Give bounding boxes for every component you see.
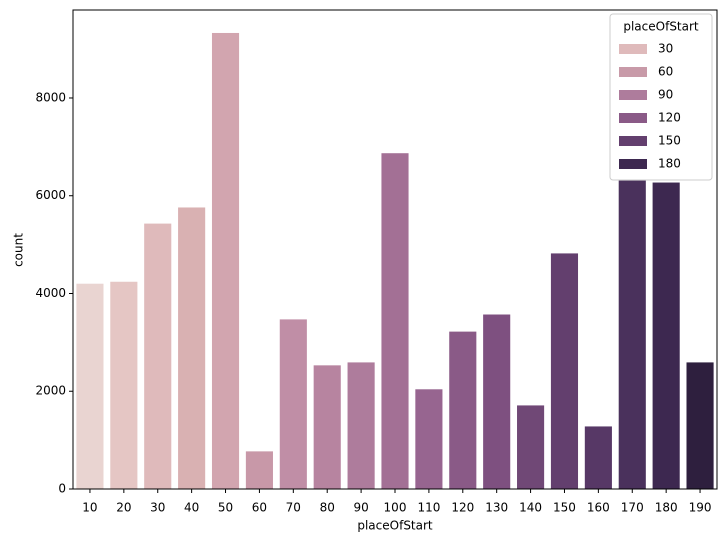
- bar: [211, 32, 240, 490]
- bar: [110, 281, 138, 489]
- legend-swatch: [619, 113, 647, 123]
- bar: [381, 153, 409, 489]
- x-tick-label: 80: [320, 501, 335, 515]
- bar: [144, 223, 172, 489]
- legend-title: placeOfStart: [623, 20, 699, 34]
- bar: [517, 405, 545, 489]
- y-tick-label: 4000: [35, 286, 66, 300]
- bar: [483, 314, 511, 489]
- y-tick-label: 2000: [35, 384, 66, 398]
- y-tick-label: 0: [58, 482, 66, 496]
- x-tick-label: 40: [184, 501, 199, 515]
- x-tick-label: 150: [553, 501, 576, 515]
- x-axis-label: placeOfStart: [357, 519, 433, 533]
- x-tick-label: 20: [116, 501, 131, 515]
- x-tick-label: 70: [286, 501, 301, 515]
- x-tick-label: 130: [485, 501, 508, 515]
- bar: [415, 389, 443, 489]
- x-tick-label: 140: [519, 501, 542, 515]
- bar: [245, 451, 273, 489]
- x-tick-label: 110: [417, 501, 440, 515]
- legend-label: 120: [658, 111, 681, 125]
- bar: [347, 362, 375, 489]
- y-tick-label: 8000: [35, 90, 66, 104]
- x-tick-label: 170: [621, 501, 644, 515]
- legend-label: 180: [658, 157, 681, 171]
- x-tick-label: 160: [587, 501, 610, 515]
- bar: [652, 182, 680, 489]
- bar: [550, 253, 579, 489]
- y-tick-label: 6000: [35, 188, 66, 202]
- bar: [686, 362, 714, 489]
- y-axis-label: count: [12, 233, 26, 267]
- x-tick-label: 50: [218, 501, 233, 515]
- legend-swatch: [619, 136, 647, 146]
- legend-swatch: [619, 44, 647, 54]
- x-tick-label: 60: [252, 501, 267, 515]
- x-tick-label: 100: [384, 501, 407, 515]
- legend-label: 30: [658, 42, 673, 56]
- bar: [618, 180, 646, 490]
- x-tick-label: 190: [689, 501, 712, 515]
- x-tick-label: 90: [353, 501, 368, 515]
- bar: [178, 207, 206, 489]
- legend-label: 90: [658, 88, 673, 102]
- bar: [313, 365, 341, 489]
- bar: [76, 283, 104, 489]
- x-tick-label: 180: [655, 501, 678, 515]
- x-tick-label: 10: [82, 501, 97, 515]
- axes-frame: [72, 9, 718, 490]
- bar: [449, 331, 477, 489]
- legend-swatch: [619, 159, 647, 169]
- legend-swatch: [619, 67, 647, 77]
- bar: [584, 426, 612, 489]
- x-tick-label: 120: [451, 501, 474, 515]
- legend-swatch: [619, 90, 647, 100]
- legend-label: 150: [658, 134, 681, 148]
- legend-label: 60: [658, 65, 673, 79]
- bar: [279, 319, 307, 489]
- x-tick-label: 30: [150, 501, 165, 515]
